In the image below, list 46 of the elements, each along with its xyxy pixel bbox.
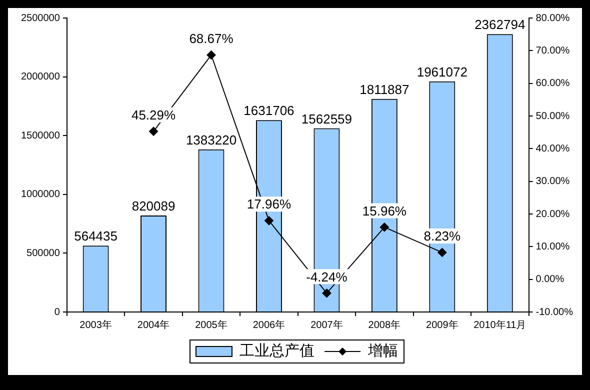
point — [206, 50, 216, 60]
x-tick-label: 2010年11月 — [474, 318, 526, 331]
y2-tick-label: -10.00% — [536, 306, 574, 318]
x-tick-label: 2003年 — [80, 318, 112, 331]
data-label: 1562559 — [301, 111, 352, 126]
x-tick-label: 2006年 — [252, 318, 286, 331]
y-tick-label: 1500000 — [20, 130, 60, 142]
point — [322, 288, 332, 298]
data-label: 2362794 — [474, 17, 526, 32]
y-tick-label: 0 — [54, 306, 60, 318]
x-tick-label: 2009年 — [426, 318, 458, 331]
x-tick-label: 2008年 — [368, 318, 401, 331]
y-tick-label: 500000 — [26, 248, 60, 259]
y2-tick-label: 80.00% — [536, 12, 570, 24]
x-tick-label: 2005年 — [195, 318, 228, 331]
data-label: 1961072 — [416, 64, 468, 80]
y2-tick-label: 10.00% — [536, 241, 570, 252]
data-label: 8.23% — [424, 228, 462, 244]
y-tick-label: 2500000 — [20, 12, 60, 24]
point — [380, 222, 389, 232]
point — [264, 216, 274, 226]
x-tick-label: 2004年 — [137, 318, 170, 331]
point — [438, 248, 447, 257]
data-label: 820089 — [132, 198, 176, 214]
y2-tick-label: 0.00% — [536, 274, 564, 286]
y-tick-label: 1000000 — [20, 189, 60, 200]
y2-tick-label: 60.00% — [536, 78, 570, 90]
legend-label: 工业总产值 — [240, 342, 314, 360]
data-label: 17.96% — [246, 196, 292, 212]
data-label: 1811887 — [360, 82, 410, 97]
point — [149, 126, 158, 136]
y2-tick-label: 20.00% — [536, 208, 570, 220]
x-tick-label: 2007年 — [310, 318, 343, 331]
y-tick-label: 2000000 — [20, 72, 60, 83]
data-label: 1383220 — [186, 132, 237, 148]
y2-tick-label: 50.00% — [536, 110, 570, 122]
y2-tick-label: 40.00% — [536, 143, 570, 154]
data-label: 564435 — [74, 228, 118, 244]
data-label: 1631706 — [244, 103, 294, 118]
legend-label: 增幅 — [367, 342, 398, 360]
data-label: -4.24% — [306, 269, 348, 284]
data-label: 45.29% — [131, 107, 176, 122]
data-label: 15.96% — [362, 203, 407, 218]
y2-tick-label: 70.00% — [536, 45, 570, 56]
data-label: 68.67% — [189, 31, 234, 46]
y2-tick-label: 30.00% — [536, 176, 570, 188]
